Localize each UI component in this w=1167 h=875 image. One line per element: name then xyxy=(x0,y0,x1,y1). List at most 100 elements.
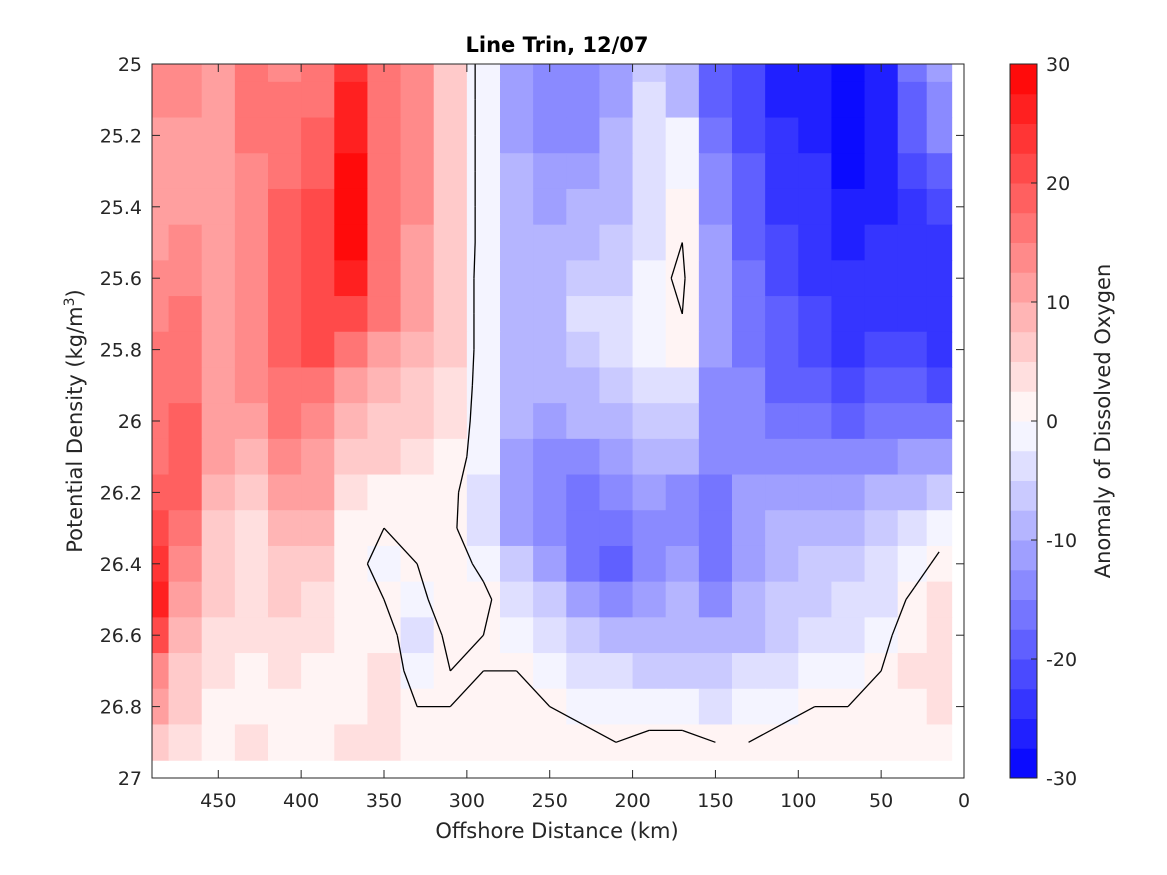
heat-cell xyxy=(168,688,203,726)
heat-cell xyxy=(268,367,302,404)
heat-cell xyxy=(732,296,766,333)
heat-cell xyxy=(400,438,435,476)
heat-cell xyxy=(367,224,402,261)
heat-cell xyxy=(566,260,601,297)
heat-cell xyxy=(301,260,335,297)
colorbar-band xyxy=(1010,242,1037,273)
heat-cell xyxy=(665,545,700,583)
heat-cell xyxy=(864,153,899,190)
heat-cell xyxy=(599,403,634,440)
heat-cell xyxy=(632,438,667,476)
heat-cell xyxy=(301,403,335,440)
heat-cell xyxy=(433,438,468,476)
heat-cell xyxy=(168,545,203,583)
heat-cell xyxy=(566,653,601,690)
heat-cell xyxy=(500,474,534,511)
heat-cell xyxy=(665,653,700,690)
heat-cell xyxy=(864,81,899,119)
heat-cell xyxy=(599,617,634,654)
heat-cell xyxy=(268,64,302,83)
zero-contour-segment xyxy=(471,563,484,582)
heat-cell xyxy=(926,224,953,261)
heat-cell xyxy=(566,617,601,654)
colorbar-tick-label: -20 xyxy=(1046,649,1077,671)
heat-cell xyxy=(334,474,369,511)
heat-cell xyxy=(698,403,733,440)
heat-cell xyxy=(765,617,799,654)
contour-fill xyxy=(152,64,953,761)
heat-cell xyxy=(798,188,833,226)
y-tick-label: 25.2 xyxy=(100,125,142,147)
heat-cell xyxy=(533,296,567,333)
heat-cell xyxy=(268,438,302,476)
x-tick-label: 300 xyxy=(449,790,485,812)
heat-cell xyxy=(168,81,203,119)
heat-cell xyxy=(234,581,269,618)
heat-cell xyxy=(400,117,435,154)
heat-cell xyxy=(500,224,534,261)
heat-cell xyxy=(400,188,435,226)
heat-cell xyxy=(168,724,203,761)
heat-cell xyxy=(831,64,866,83)
heat-cell xyxy=(926,296,953,333)
heat-cell xyxy=(798,260,833,297)
colorbar-band xyxy=(1010,718,1037,749)
heat-cell xyxy=(632,688,667,726)
heat-cell xyxy=(798,510,833,547)
heat-cell xyxy=(798,653,833,690)
heat-cell xyxy=(732,403,766,440)
heat-cell xyxy=(168,260,203,297)
colorbar-band xyxy=(1010,153,1037,184)
heat-cell xyxy=(566,81,601,119)
heat-cell xyxy=(152,438,170,476)
heat-cell xyxy=(152,688,170,726)
heat-cell xyxy=(367,153,402,190)
heat-cell xyxy=(268,117,302,154)
plot-area: 450 400 350 300 250 200 150 100 50 0 2525.225.425… xyxy=(100,54,970,812)
heat-cell xyxy=(566,224,601,261)
zero-contour-segment xyxy=(891,599,907,636)
colorbar-band xyxy=(1010,272,1037,303)
heat-cell xyxy=(268,510,302,547)
heat-cell xyxy=(367,64,402,83)
heat-cell xyxy=(831,296,866,333)
heat-cell xyxy=(367,724,402,761)
heat-cell xyxy=(533,617,567,654)
heat-cell xyxy=(599,64,634,83)
zero-contour-segment xyxy=(930,551,940,565)
x-tick-label: 450 xyxy=(200,790,236,812)
heat-cell xyxy=(698,688,733,726)
y-axis: 25 25.2 25.4 25.6 25.8 26 26.2 26.4 26.6 26.8 27 xyxy=(100,54,964,790)
heat-cell xyxy=(632,153,667,190)
heat-cell xyxy=(665,474,700,511)
heat-cell xyxy=(234,64,269,83)
heat-cell xyxy=(533,188,567,226)
heat-cell xyxy=(152,617,170,654)
heat-cell xyxy=(400,260,435,297)
heat-cell xyxy=(466,64,501,83)
heat-cell xyxy=(433,724,468,761)
colorbar-band xyxy=(1010,391,1037,422)
heat-cell xyxy=(698,188,733,226)
heat-cell xyxy=(334,403,369,440)
heat-cell xyxy=(268,188,302,226)
heat-cell xyxy=(234,153,269,190)
heat-cell xyxy=(698,510,733,547)
heat-cell xyxy=(632,617,667,654)
zero-contour-segment xyxy=(681,242,686,279)
heat-cell xyxy=(466,581,501,618)
heat-cell xyxy=(566,117,601,154)
heat-cell xyxy=(599,117,634,154)
heat-cell xyxy=(201,545,236,583)
heat-cell xyxy=(599,510,634,547)
heat-cell xyxy=(152,117,170,154)
heat-cell xyxy=(533,438,567,476)
heat-cell xyxy=(334,545,369,583)
heat-cell xyxy=(765,117,799,154)
heat-cell xyxy=(765,64,799,83)
heat-cell xyxy=(268,724,302,761)
heat-cell xyxy=(152,81,170,119)
heat-cell xyxy=(268,653,302,690)
heat-cell xyxy=(466,474,501,511)
heat-cell xyxy=(698,296,733,333)
